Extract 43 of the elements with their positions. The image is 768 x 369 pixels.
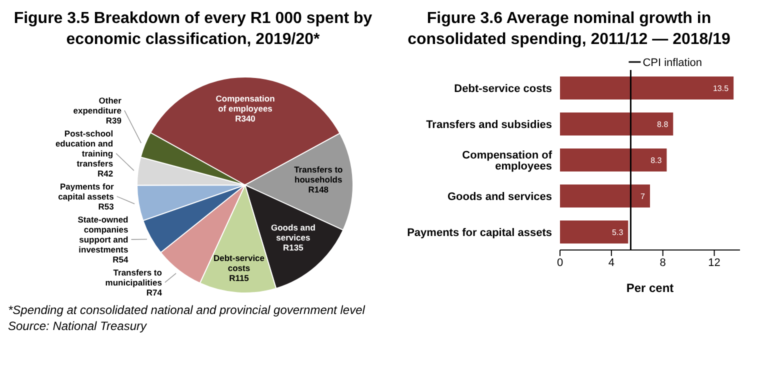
text: *Spending at consolidated national and provincial government level (8, 302, 366, 318)
data-label: R115 (229, 273, 250, 284)
slice-label: Compensation of employees (216, 94, 275, 114)
x-tick-label: 8 (660, 256, 666, 269)
data-label: 8.8 (657, 120, 669, 129)
y-tick-label: Transfers and subsidies (426, 118, 552, 131)
y-tick-label: Goods and services (447, 190, 552, 203)
data-label: 7 (640, 192, 646, 201)
bar (560, 112, 674, 136)
data-label: R340 (235, 114, 256, 124)
data-label: R148 (308, 184, 329, 194)
bar (560, 220, 628, 244)
ref-line-label: CPI inflation (642, 57, 702, 69)
slice-label: Other expenditure (73, 95, 122, 116)
data-label: R53 (98, 201, 114, 212)
slice-label: Transfers to households (294, 164, 343, 184)
data-label: R135 (283, 242, 304, 252)
data-label: R39 (106, 115, 122, 126)
slice-label: Goods and services (271, 222, 316, 242)
x-tick-label: 12 (708, 256, 720, 269)
data-label: 13.5 (712, 84, 730, 93)
data-label: 8.3 (650, 156, 662, 165)
y-tick-label: Payments for capital assets (407, 226, 552, 239)
slice-label: State-owned companies support and investments (78, 214, 129, 254)
chart-title: Figure 3.5 Breakdown of every R1 000 spent by economic classification, 2019/20* (12, 9, 374, 50)
bar (560, 76, 734, 100)
slice-label: Payments for capital assets (58, 181, 115, 202)
slice-label: Transfers to municipalities (105, 267, 162, 288)
x-tick-label: 0 (556, 256, 564, 269)
y-tick-label: Compensation of employees (462, 149, 552, 172)
bar (560, 184, 650, 208)
data-label: R54 (112, 254, 129, 264)
slice-label: Debt-service costs (213, 253, 265, 274)
chart-title: Figure 3.6 Average nominal growth in consolidated spending, 2011/12 — 2018/19 (406, 9, 732, 50)
data-label: R42 (97, 168, 114, 178)
y-tick-label: Debt-service costs (454, 82, 552, 95)
slice-label: Post-school education and training transfers (55, 128, 114, 168)
source-note: Source: National Treasury (8, 318, 148, 334)
data-label: R74 (146, 287, 162, 298)
data-label: 5.3 (612, 228, 624, 237)
x-axis-title: Per cent (626, 281, 674, 295)
x-tick-label: 4 (608, 256, 614, 269)
bar (560, 148, 667, 172)
